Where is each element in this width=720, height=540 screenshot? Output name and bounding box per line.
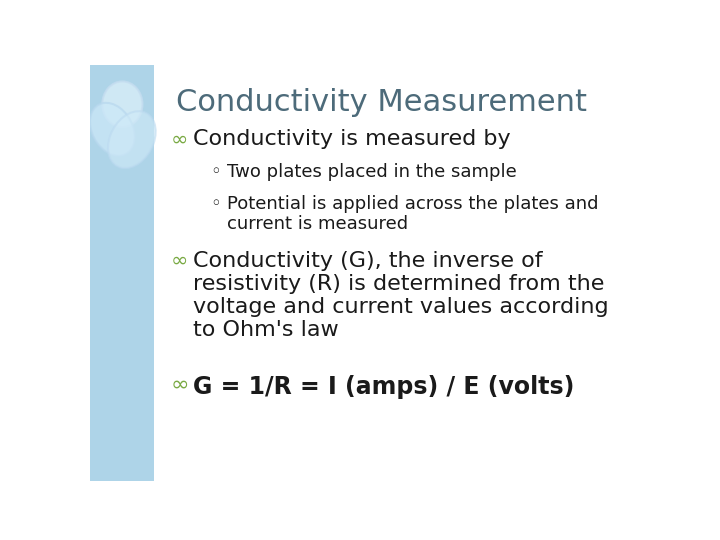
Text: G = 1/R = I (amps) / E (volts): G = 1/R = I (amps) / E (volts)	[193, 375, 575, 399]
Text: ∞: ∞	[171, 129, 189, 149]
Text: Conductivity is measured by: Conductivity is measured by	[193, 129, 511, 149]
Ellipse shape	[102, 82, 143, 127]
Text: ◦: ◦	[210, 194, 220, 213]
Text: ◦: ◦	[210, 163, 220, 181]
Text: ∞: ∞	[171, 375, 189, 395]
Text: Two plates placed in the sample: Two plates placed in the sample	[227, 163, 516, 181]
Ellipse shape	[108, 111, 156, 168]
Text: Conductivity (G), the inverse of
resistivity (R) is determined from the
voltage : Conductivity (G), the inverse of resisti…	[193, 251, 609, 340]
Ellipse shape	[90, 103, 135, 156]
Text: Conductivity Measurement: Conductivity Measurement	[176, 87, 588, 117]
Text: ∞: ∞	[171, 251, 189, 271]
FancyBboxPatch shape	[90, 65, 154, 481]
Text: Potential is applied across the plates and
current is measured: Potential is applied across the plates a…	[227, 194, 598, 233]
